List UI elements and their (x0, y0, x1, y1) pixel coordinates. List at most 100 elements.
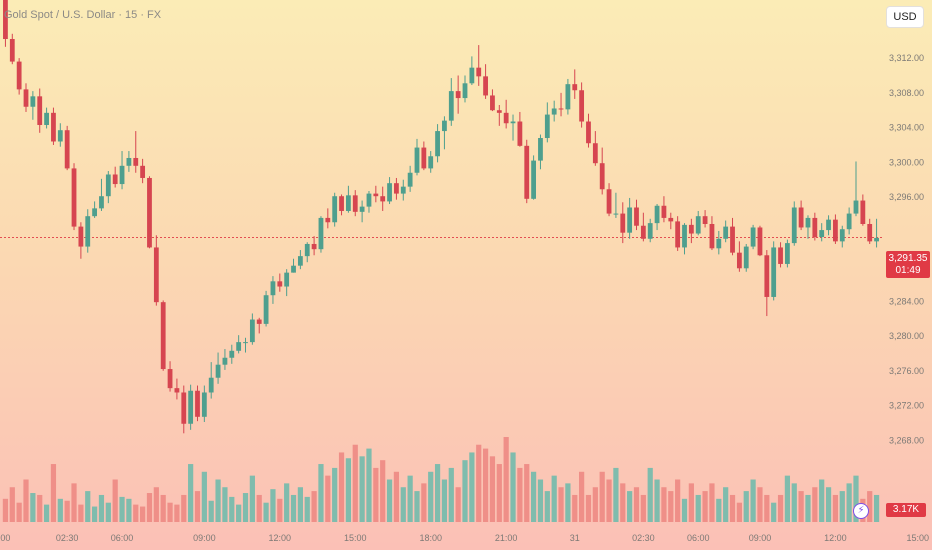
time-axis[interactable]: 00 02:30 06:00 09:00 12:00 15:00 18:00 21:00 31 0… (0, 533, 932, 543)
candle-body (345, 195, 351, 211)
volume-bar (366, 448, 372, 522)
y-tick-label: 3,300.00 (889, 157, 924, 167)
volume-bar (249, 475, 255, 522)
volume-bar (133, 504, 139, 522)
candle-body (743, 246, 749, 269)
volume-bar (50, 464, 57, 522)
bar-countdown: 01:49 (895, 265, 921, 276)
candle-body (702, 216, 708, 224)
candle-body (92, 208, 98, 217)
candle-body (30, 96, 36, 107)
x-tick-label: 21:00 (495, 533, 518, 543)
candle-body (682, 224, 687, 248)
currency-button[interactable]: USD (886, 6, 924, 28)
candle-body (44, 112, 49, 125)
candle-body (215, 364, 221, 378)
volume-bar (805, 494, 811, 522)
y-tick-label: 3,308.00 (889, 88, 924, 98)
candle-body (846, 213, 852, 230)
y-tick-label: 3,312.00 (889, 53, 924, 63)
candle-body (640, 225, 646, 239)
x-tick-label: 09:00 (749, 533, 772, 543)
x-tick-label: 15:00 (344, 533, 367, 543)
price-axis[interactable]: 3,316.003,312.003,308.003,304.003,300.00… (889, 18, 924, 445)
volume-bar (421, 483, 427, 522)
candle-body (558, 108, 564, 110)
candle-body (462, 83, 468, 99)
y-tick-label: 3,272.00 (889, 401, 924, 411)
candle-body (661, 205, 667, 218)
volume-bar (311, 491, 317, 522)
candle-body (853, 200, 859, 214)
volume-bar (304, 496, 310, 522)
volume-bar (201, 471, 207, 522)
candle-body (23, 89, 29, 107)
volume-bar (242, 493, 249, 522)
candle-body (544, 114, 550, 139)
candle-body (167, 369, 173, 389)
candle-body (826, 219, 831, 231)
volume-bar (85, 491, 91, 522)
candle-body (421, 147, 427, 169)
volume-bar (613, 467, 619, 522)
candle-body (57, 130, 63, 142)
volume-bar (57, 498, 63, 522)
volume-bar (832, 494, 839, 522)
candle-body (153, 247, 159, 303)
candle-body (366, 193, 372, 207)
candle-body (85, 216, 91, 247)
volume-bar (332, 467, 338, 522)
candle-body (572, 84, 578, 91)
candle-body (791, 207, 797, 244)
volume-bar (729, 494, 736, 522)
x-tick-label: 00 (0, 533, 10, 543)
volume-bar (345, 458, 352, 522)
volume-bar (791, 483, 797, 522)
candle-body (757, 227, 763, 256)
x-tick-label: 15:00 (906, 533, 929, 543)
candle-body (119, 165, 125, 185)
volume-bar (469, 452, 475, 522)
volume-bar (681, 498, 688, 522)
volume-bar (380, 460, 386, 522)
candle-body (599, 163, 605, 190)
volume-bar (194, 491, 201, 522)
candle-body (778, 247, 783, 264)
candle-body (208, 377, 214, 393)
volume-bar (325, 475, 331, 522)
volume-bar (229, 496, 235, 522)
candle-body (160, 302, 166, 370)
volume-bar (37, 494, 43, 522)
lightning-icon[interactable]: ⚡ (853, 503, 869, 519)
volume-bar (579, 471, 585, 522)
candle-body (551, 108, 557, 115)
candle-body (78, 226, 84, 247)
candle-body (538, 138, 543, 161)
volume-bar (16, 502, 22, 522)
volume-bar (675, 479, 681, 522)
volume-bar (757, 487, 763, 522)
candle-body (490, 95, 495, 111)
volume-bar (812, 487, 818, 522)
volume-bar (496, 464, 502, 522)
candle-body (730, 226, 735, 253)
candle-body (373, 193, 379, 197)
candle-body (688, 224, 694, 234)
volume-bar (819, 479, 825, 522)
volume-bar (633, 487, 640, 522)
candle-body (736, 252, 742, 269)
y-tick-label: 3,268.00 (889, 435, 924, 445)
volume-bar (661, 487, 667, 522)
volume-value-label: 3.17K (886, 503, 926, 517)
volume-bar (640, 494, 646, 522)
volume-bar (482, 448, 489, 522)
volume-bar (338, 452, 345, 522)
volume-bar (825, 487, 832, 522)
volume-bar (23, 479, 29, 522)
volume-bar (709, 483, 715, 522)
volume-bar (702, 491, 708, 522)
candle-body (833, 219, 838, 242)
volume-bar (476, 444, 482, 522)
volume-bar (318, 464, 324, 522)
